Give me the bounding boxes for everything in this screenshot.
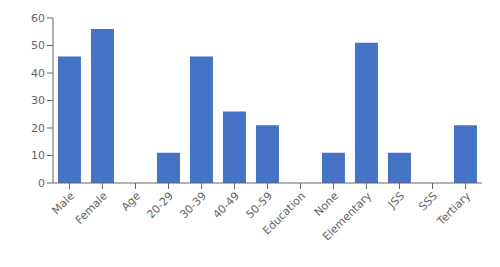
svg-text:10: 10 — [31, 149, 45, 162]
svg-text:SSS: SSS — [416, 189, 440, 213]
svg-text:None: None — [312, 189, 342, 219]
svg-text:40-49: 40-49 — [210, 189, 242, 221]
svg-text:0: 0 — [38, 177, 45, 190]
svg-text:Elementary: Elementary — [320, 189, 374, 243]
svg-text:40: 40 — [31, 67, 45, 80]
svg-text:20-29: 20-29 — [144, 189, 176, 221]
svg-text:50-59: 50-59 — [243, 189, 275, 221]
svg-text:Female: Female — [73, 189, 110, 226]
svg-text:50: 50 — [31, 39, 45, 52]
svg-text:30-39: 30-39 — [177, 189, 209, 221]
svg-text:60: 60 — [31, 12, 45, 25]
svg-text:Education: Education — [260, 189, 308, 237]
svg-text:JSS: JSS — [385, 189, 407, 211]
svg-text:Tertiary: Tertiary — [434, 189, 473, 228]
svg-text:20: 20 — [31, 122, 45, 135]
svg-text:30: 30 — [31, 94, 45, 107]
svg-text:Male: Male — [50, 189, 78, 217]
svg-text:Age: Age — [119, 189, 143, 213]
